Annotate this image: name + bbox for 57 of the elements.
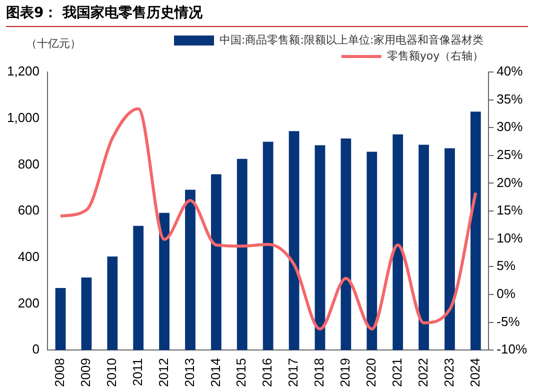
bar (314, 145, 326, 350)
y2-tick-label: -5% (496, 314, 520, 329)
x-tick-label: 2021 (389, 358, 404, 387)
y-tick-label: 400 (18, 248, 40, 264)
x-tick-label: 2018 (312, 358, 327, 387)
bar (366, 152, 378, 350)
bar (81, 278, 92, 350)
bar (470, 112, 481, 350)
x-tick-label: 2020 (363, 358, 378, 387)
x-tick-label: 2012 (156, 358, 171, 387)
x-tick-label: 2019 (338, 358, 353, 387)
y2-tick-label: 5% (496, 258, 516, 274)
y2-tick-label: 40% (496, 64, 524, 79)
bar (159, 212, 170, 350)
bar (133, 226, 144, 350)
x-tick-label: 2017 (286, 358, 301, 387)
chart-title: 图表9： 我国家电零售历史情况 (6, 4, 203, 22)
line-series (59, 107, 478, 330)
bar (236, 158, 248, 350)
x-tick-label: 2008 (52, 358, 68, 387)
y-tick-label: 600 (18, 202, 40, 218)
x-tick-label: 2009 (78, 358, 94, 387)
y2-tick-label: -10% (496, 342, 528, 357)
y-tick-label: 800 (18, 156, 40, 172)
bar (185, 190, 196, 350)
x-tick-label: 2015 (234, 358, 249, 387)
bar (211, 174, 222, 350)
y2-tick-label: 35% (496, 91, 524, 106)
x-tick-label: 2022 (415, 358, 430, 387)
y-tick-label: 1,200 (6, 64, 40, 79)
bar (55, 288, 66, 350)
y-tick-label: 200 (18, 295, 40, 310)
y-axis-title: （十亿元） (26, 36, 81, 51)
bar (288, 131, 300, 350)
legend-label: 零售额yoy（右轴） (386, 49, 484, 62)
y2-tick-label: 0% (496, 286, 516, 302)
y-tick-label: 1,000 (6, 110, 40, 125)
bar (392, 134, 404, 350)
y2-tick-label: 30% (496, 119, 524, 134)
x-tick-label: 2023 (441, 358, 456, 387)
y2-tick-label: 10% (496, 230, 524, 246)
y-tick-label: 0 (32, 342, 40, 357)
bar (262, 142, 274, 350)
x-tick-label: 2024 (467, 358, 482, 387)
bar (107, 256, 118, 350)
y2-tick-label: 25% (496, 147, 524, 162)
y2-tick-label: 15% (496, 202, 524, 218)
x-tick-label: 2013 (182, 358, 197, 387)
y2-tick-label: 20% (496, 174, 524, 190)
bar (444, 148, 455, 350)
x-tick-label: 2014 (208, 358, 223, 387)
x-tick-label: 2010 (104, 358, 119, 387)
bar (340, 138, 352, 350)
legend-label: 中国:商品零售额:限额以上单位:家用电器和音像器材类 (220, 33, 484, 46)
bar (418, 144, 429, 350)
x-tick-label: 2016 (260, 358, 275, 387)
x-tick-label: 2011 (130, 358, 145, 386)
